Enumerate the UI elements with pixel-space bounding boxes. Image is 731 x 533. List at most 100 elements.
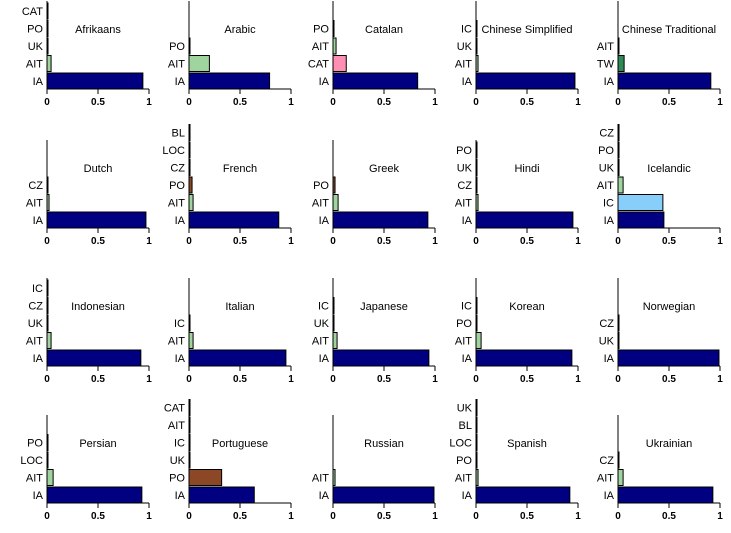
y-label-ic: IC xyxy=(318,301,329,313)
y-label-cz: CZ xyxy=(599,318,614,330)
bar-ia xyxy=(475,486,571,504)
y-label-ait: AIT xyxy=(312,336,329,348)
x-tick-label: 1 xyxy=(288,374,294,385)
x-tick-label: 0.5 xyxy=(91,236,105,247)
x-tick-label: 0.5 xyxy=(377,511,391,522)
bar-ia xyxy=(475,72,576,90)
x-tick-label: 1 xyxy=(288,511,294,522)
y-label-ait: AIT xyxy=(597,180,614,192)
y-label-ic: IC xyxy=(174,438,185,450)
y-label-cz: CZ xyxy=(457,180,472,192)
x-tick-label: 0.5 xyxy=(662,97,676,108)
panel-catalan: Catalan IA CAT AIT PO 0 0.5 1 xyxy=(308,1,438,108)
x-tick-label: 0.5 xyxy=(520,236,534,247)
panel-title: Arabic xyxy=(224,24,256,36)
y-label-bl: BL xyxy=(459,420,472,432)
x-tick-label: 0.5 xyxy=(520,97,534,108)
y-label-ait: AIT xyxy=(455,336,472,348)
x-tick-label: 0.5 xyxy=(662,374,676,385)
bar-ia xyxy=(46,349,142,367)
bar-uk xyxy=(475,399,478,416)
x-tick-label: 0.5 xyxy=(662,236,676,247)
panel-title: Dutch xyxy=(84,163,113,175)
y-label-ia: IA xyxy=(604,76,615,88)
y-label-uk: UK xyxy=(599,163,615,175)
x-tick-label: 0 xyxy=(330,236,336,247)
x-tick-label: 0 xyxy=(44,511,50,522)
y-label-uk: UK xyxy=(28,41,44,53)
y-label-po: PO xyxy=(456,318,472,330)
x-tick-label: 0 xyxy=(615,97,621,108)
x-tick-label: 1 xyxy=(146,511,152,522)
x-tick-label: 1 xyxy=(432,511,438,522)
panel-norwegian: Norwegian IA UK CZ 0 0.5 1 xyxy=(599,278,723,385)
x-tick-label: 1 xyxy=(146,374,152,385)
x-tick-label: 1 xyxy=(146,236,152,247)
panel-afrikaans: Afrikaans IA AIT UK PO CAT 0 0.5 1 xyxy=(22,1,152,108)
y-label-ait: AIT xyxy=(168,198,185,210)
x-tick-label: 0 xyxy=(44,236,50,247)
panel-title: Indonesian xyxy=(71,301,125,313)
x-tick-label: 0 xyxy=(473,511,479,522)
bar-ia xyxy=(332,72,419,90)
panel-title: Italian xyxy=(225,301,254,313)
x-tick-label: 1 xyxy=(146,97,152,108)
x-tick-label: 0 xyxy=(473,374,479,385)
panel-title: Ukrainian xyxy=(646,438,692,450)
x-tick-label: 0 xyxy=(44,374,50,385)
x-tick-label: 1 xyxy=(717,97,723,108)
bar-po xyxy=(188,469,223,486)
y-label-ia: IA xyxy=(33,490,44,502)
y-label-uk: UK xyxy=(457,163,473,175)
bar-ia xyxy=(617,486,714,504)
y-label-cz: CZ xyxy=(28,180,43,192)
panel-italian: Italian IA AIT IC 0 0.5 1 xyxy=(168,278,294,385)
y-label-loc: LOC xyxy=(20,455,43,467)
y-label-ic: IC xyxy=(32,283,43,295)
bar-ia xyxy=(475,211,574,229)
y-label-cz: CZ xyxy=(28,301,43,313)
y-label-bl: BL xyxy=(172,128,185,140)
x-tick-label: 0 xyxy=(615,374,621,385)
y-label-ait: AIT xyxy=(455,473,472,485)
panel-icelandic: Icelandic IA IC AIT UK PO CZ 0 0.5 1 xyxy=(597,124,723,247)
y-label-ia: IA xyxy=(175,215,186,227)
x-tick-label: 0.5 xyxy=(662,511,676,522)
y-label-uk: UK xyxy=(599,336,615,348)
y-label-ait: AIT xyxy=(26,336,43,348)
panel-title: Chinese Simplified xyxy=(481,24,572,36)
x-tick-label: 1 xyxy=(288,97,294,108)
bar-ia xyxy=(46,211,147,229)
bar-ait xyxy=(332,332,338,349)
panel-french: French IA AIT PO CZ LOC BL 0 0.5 1 xyxy=(162,124,294,247)
y-label-ia: IA xyxy=(319,353,330,365)
bar-bl xyxy=(188,124,191,141)
bar-tw xyxy=(617,55,625,72)
y-label-tw: TW xyxy=(597,59,615,71)
x-tick-label: 0.5 xyxy=(377,374,391,385)
bar-ia xyxy=(46,486,143,504)
y-label-ia: IA xyxy=(319,490,330,502)
panel-chinese-simplified: Chinese Simplified IA AIT UK IC 0 0.5 1 xyxy=(455,1,581,108)
bar-ic xyxy=(617,194,664,211)
panel-title: Persian xyxy=(79,438,116,450)
y-label-po: PO xyxy=(313,180,329,192)
y-label-cz: CZ xyxy=(599,455,614,467)
bar-ait xyxy=(617,176,624,194)
y-label-ait: AIT xyxy=(312,473,329,485)
y-label-ic: IC xyxy=(174,318,185,330)
y-label-ait: AIT xyxy=(168,336,185,348)
bar-cat xyxy=(332,55,347,72)
y-label-ait: AIT xyxy=(168,59,185,71)
y-label-ia: IA xyxy=(175,353,186,365)
panel-title: Afrikaans xyxy=(75,24,121,36)
panel-title: Japanese xyxy=(360,301,408,313)
y-label-cat: CAT xyxy=(164,403,185,415)
bar-ia xyxy=(475,349,573,367)
y-label-ait: AIT xyxy=(597,41,614,53)
y-label-po: PO xyxy=(169,41,185,53)
bar-ia xyxy=(332,349,430,367)
x-tick-label: 1 xyxy=(575,374,581,385)
panel-arabic: Arabic IA AIT PO 0 0.5 1 xyxy=(168,1,294,108)
y-label-ia: IA xyxy=(462,215,473,227)
